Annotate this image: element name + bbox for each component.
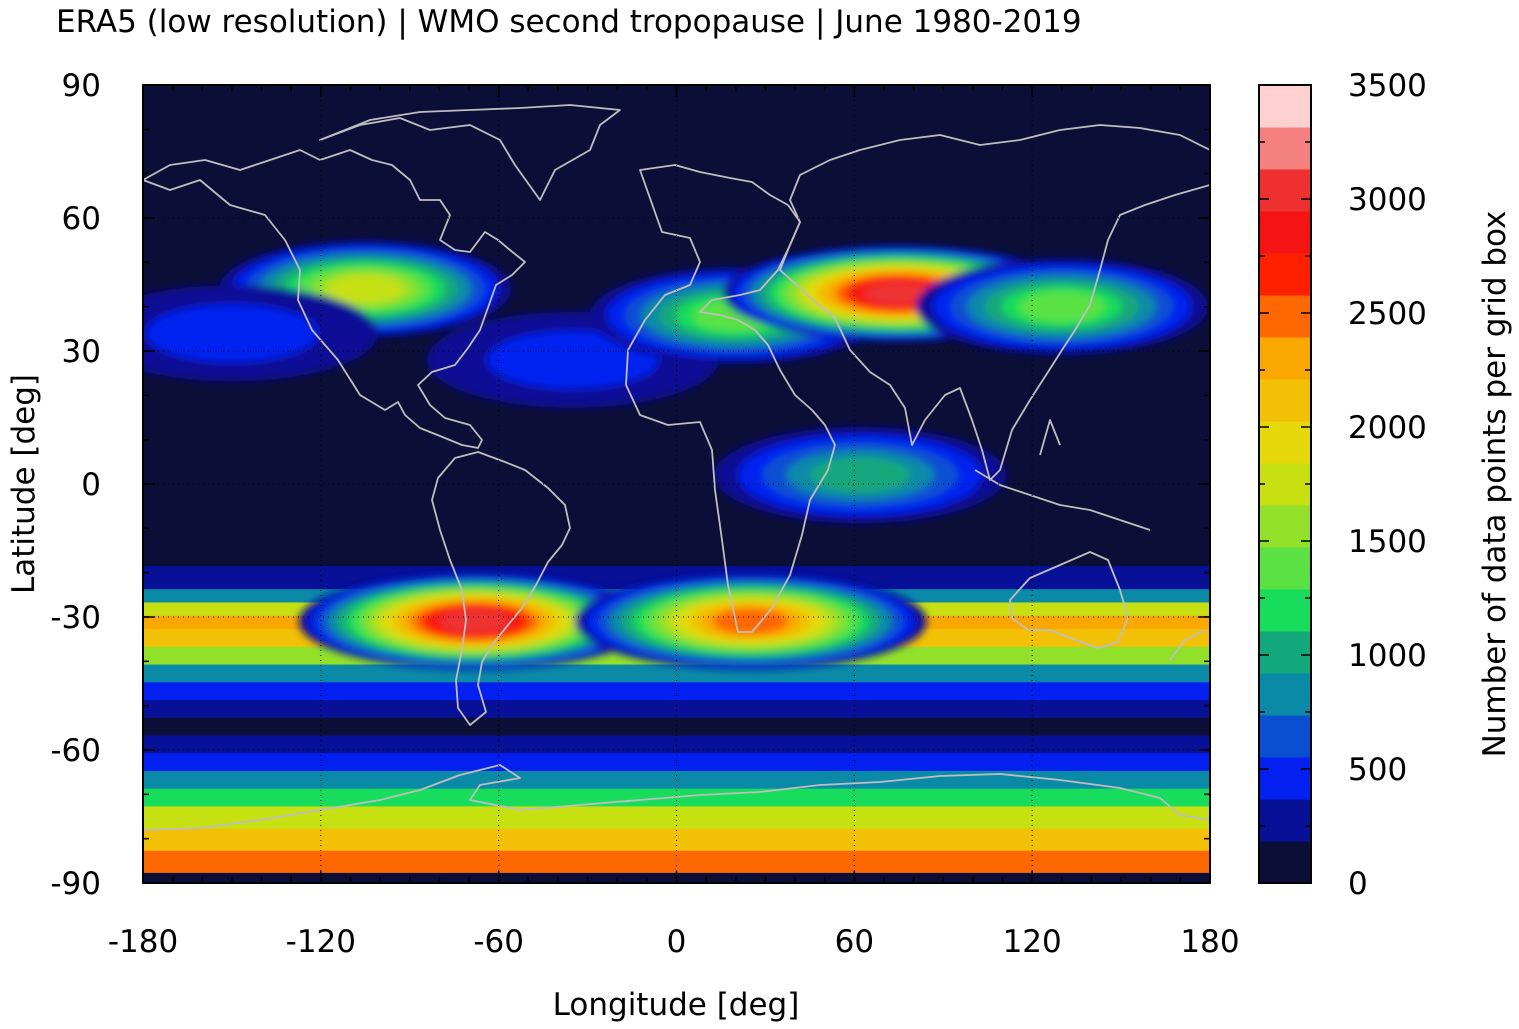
zonal-band-4 <box>143 765 1210 789</box>
zonal-bands <box>143 566 1210 873</box>
colorbar-tick-label: 500 <box>1348 752 1407 788</box>
feature-east-asia <box>915 258 1208 355</box>
colorbar-segment-4 <box>1259 673 1311 716</box>
regional-features <box>143 240 1208 670</box>
zonal-band-6 <box>143 730 1210 754</box>
feature-contour-7-16 <box>439 609 511 634</box>
zonal-band-3 <box>143 783 1210 807</box>
zonal-band-8 <box>143 694 1210 718</box>
colorbar-segment-14 <box>1259 253 1311 296</box>
x-tick-label: 60 <box>835 924 874 960</box>
colorbar-segment-18 <box>1259 85 1311 128</box>
zonal-band-9 <box>143 676 1210 701</box>
x-tick-label: 180 <box>1180 924 1239 960</box>
zonal-band-1 <box>143 827 1210 851</box>
y-tick-label: 60 <box>62 201 101 237</box>
feature-southern-andes <box>298 573 651 670</box>
x-axis-label: Longitude [deg] <box>553 987 800 1023</box>
colorbar-tick-label: 3000 <box>1348 182 1427 218</box>
feature-south-atlantic-southern-africa <box>574 573 927 670</box>
zonal-band-2 <box>143 805 1210 829</box>
y-tick-label: -90 <box>50 866 101 902</box>
y-tick-label: 30 <box>62 334 101 370</box>
zonal-band-7 <box>143 712 1210 736</box>
x-tick-label: 0 <box>667 924 687 960</box>
colorbar-segment-7 <box>1259 547 1311 590</box>
feature-contour-6-5 <box>810 457 911 493</box>
plot-frame <box>142 84 1211 884</box>
colorbar-tick-labels: 0 500 1000 1500 2000 2500 3000 3500 <box>1348 68 1427 902</box>
feature-contour-1-2 <box>145 304 318 363</box>
feature-north-pacific <box>143 285 378 382</box>
zonal-band-0 <box>143 849 1210 873</box>
data-field <box>143 240 1210 873</box>
coastline-arctic-islands <box>319 104 621 201</box>
colorbar-segment-15 <box>1259 211 1311 254</box>
coastline-south-america <box>431 451 571 726</box>
colorbar-segment-6 <box>1259 589 1311 632</box>
y-tick-label: 90 <box>62 68 101 104</box>
colorbar-segment-13 <box>1259 295 1311 338</box>
y-axis-label: Latitude [deg] <box>6 374 42 594</box>
y-tick-label: -30 <box>50 600 101 636</box>
colorbar-segment-10 <box>1259 421 1311 464</box>
y-axis-tick-labels: 90 60 30 0 -30 -60 -90 <box>50 68 101 902</box>
colorbar-segments <box>1259 85 1311 884</box>
colorbar-tick-label: 0 <box>1348 866 1368 902</box>
y-tick-label: -60 <box>50 733 101 769</box>
coastline-antarctica <box>143 764 1210 831</box>
x-tick-label: -60 <box>473 924 524 960</box>
y-tick-label: 0 <box>81 467 101 503</box>
coastline-asia <box>779 124 1210 481</box>
zonal-band-5 <box>143 747 1210 771</box>
colorbar-segment-3 <box>1259 715 1311 758</box>
colorbar-label: Number of data points per grid box <box>1477 211 1513 758</box>
grid-lines <box>143 85 1210 883</box>
colorbar-segment-11 <box>1259 379 1311 422</box>
colorbar-segment-5 <box>1259 631 1311 674</box>
x-axis-tick-labels: -180 -120 -60 0 60 120 180 <box>108 924 1240 960</box>
colorbar-tick-label: 1000 <box>1348 638 1427 674</box>
plot-area <box>142 84 1211 884</box>
feature-contour-0-9 <box>325 274 405 304</box>
colorbar-segment-2 <box>1259 757 1311 800</box>
feature-contour-2-2 <box>486 330 659 389</box>
colorbar-tick-label: 3500 <box>1348 68 1427 104</box>
colorbar-segment-16 <box>1259 169 1311 212</box>
chart-title: ERA5 (low resolution) | WMO second tropo… <box>56 4 1082 40</box>
feature-equatorial-indian-ocean <box>714 427 1007 524</box>
colorbar-segment-1 <box>1259 799 1311 842</box>
colorbar-segment-0 <box>1259 841 1311 884</box>
x-tick-label: -120 <box>286 924 356 960</box>
colorbar: 0 500 1000 1500 2000 2500 3000 3500 <box>1258 68 1427 902</box>
colorbar-segment-9 <box>1259 463 1311 506</box>
colorbar-segment-17 <box>1259 127 1311 170</box>
colorbar-tick-label: 2500 <box>1348 296 1427 332</box>
colorbar-frame <box>1258 84 1312 884</box>
colorbar-segment-12 <box>1259 337 1311 380</box>
feature-contour-8-13 <box>713 608 789 635</box>
colorbar-tick-label: 1500 <box>1348 524 1427 560</box>
x-tick-label: 120 <box>1003 924 1062 960</box>
x-tick-label: -180 <box>108 924 178 960</box>
colorbar-tick-label: 2000 <box>1348 410 1427 446</box>
coastline-maritime-continent <box>974 419 1206 661</box>
feature-contour-4-16 <box>863 280 935 306</box>
